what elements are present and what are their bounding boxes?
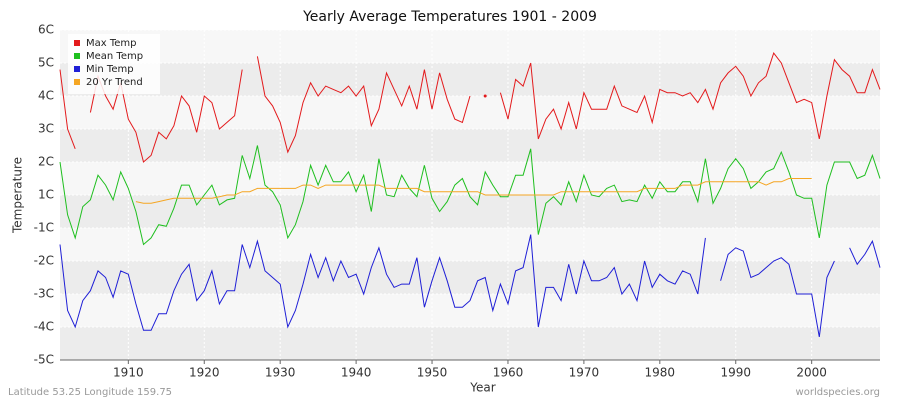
band: [60, 327, 880, 360]
y-tick-label: -1C: [34, 221, 54, 235]
y-tick-label: 4C: [38, 89, 54, 103]
x-tick-label: 1920: [189, 366, 220, 380]
x-axis-label: Year: [469, 381, 495, 395]
legend-label: Min Temp: [86, 64, 134, 75]
plot-area: [60, 29, 880, 361]
legend-swatch: [74, 79, 80, 85]
series-line: [89, 69, 243, 163]
y-tick-label: -3C: [34, 287, 54, 301]
x-tick-label: 1970: [569, 366, 600, 380]
footer-source: worldspecies.org: [796, 387, 880, 398]
y-tick-label: -4C: [34, 320, 54, 334]
series-line: [256, 56, 471, 154]
series-line: [135, 178, 812, 204]
legend-label: 20 Yr Trend: [86, 77, 143, 88]
band: [60, 261, 880, 294]
series-line: [499, 52, 881, 140]
data-point: [483, 94, 487, 98]
legend-swatch: [74, 53, 80, 59]
x-tick-label: 1910: [113, 366, 144, 380]
footer-location: Latitude 53.25 Longitude 159.75: [8, 387, 172, 398]
x-tick-label: 1960: [493, 366, 524, 380]
legend-swatch: [74, 66, 80, 72]
x-tick-label: 1940: [341, 366, 372, 380]
y-tick-label: -2C: [34, 254, 54, 268]
band: [60, 129, 880, 162]
y-tick-label: 3C: [38, 122, 54, 136]
x-tick-label: 1980: [645, 366, 676, 380]
x-tick-label: 1930: [265, 366, 296, 380]
x-tick-label: 1990: [720, 366, 751, 380]
legend: Max Temp Mean Temp Min Temp 20 Yr Trend: [68, 34, 160, 94]
legend-box: [68, 34, 160, 94]
x-tick-label: 2000: [796, 366, 827, 380]
y-tick-label: -5C: [34, 353, 54, 367]
chart-title: Yearly Average Temperatures 1901 - 2009: [302, 9, 597, 25]
y-tick-label: 2C: [38, 155, 54, 169]
band: [60, 63, 880, 96]
series-line: [720, 247, 835, 337]
legend-swatch: [74, 40, 80, 46]
series-line: [849, 239, 881, 268]
y-tick-label: 6C: [38, 23, 54, 37]
legend-label: Max Temp: [86, 38, 137, 49]
band: [60, 195, 880, 228]
x-tick-label: 1950: [417, 366, 448, 380]
series-line: [59, 69, 76, 149]
series-line: [59, 145, 881, 246]
y-tick-label: 1C: [38, 188, 54, 202]
y-axis-label: Temperature: [11, 157, 25, 234]
y-tick-label: 5C: [38, 56, 54, 70]
series-line: [59, 234, 706, 331]
legend-label: Mean Temp: [86, 51, 143, 62]
